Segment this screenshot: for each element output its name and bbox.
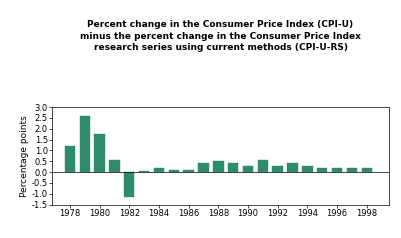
Bar <box>273 166 283 172</box>
Bar <box>347 168 357 172</box>
Bar <box>228 164 238 172</box>
Bar <box>317 168 327 172</box>
Bar <box>65 146 75 172</box>
Bar <box>213 161 223 172</box>
Bar <box>139 171 149 172</box>
Bar <box>288 164 298 172</box>
Text: Percent change in the Consumer Price Index (CPI-U)
minus the percent change in t: Percent change in the Consumer Price Ind… <box>80 20 361 52</box>
Bar <box>258 159 268 172</box>
Y-axis label: Percentage points: Percentage points <box>20 115 29 197</box>
Bar <box>183 170 194 172</box>
Bar <box>154 168 164 172</box>
Bar <box>302 166 312 172</box>
Bar <box>332 168 342 172</box>
Bar <box>109 160 119 172</box>
Bar <box>168 170 179 172</box>
Bar <box>198 164 209 172</box>
Bar <box>243 166 253 172</box>
Bar <box>94 134 105 172</box>
Bar <box>362 168 372 172</box>
Bar <box>79 116 90 172</box>
Bar <box>124 172 134 197</box>
